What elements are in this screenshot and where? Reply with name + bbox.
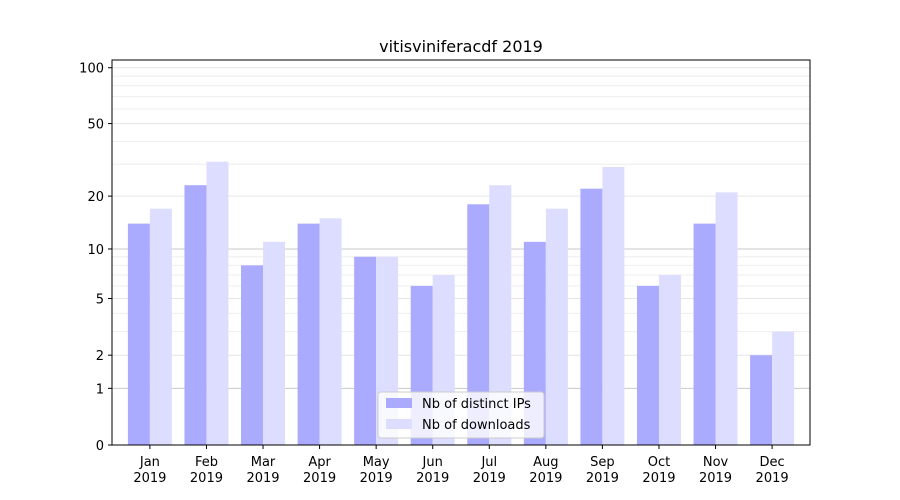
bar-distinct-ips-apr <box>297 223 320 445</box>
x-tick-label-year: 2019 <box>360 471 393 486</box>
bar-distinct-ips-jul <box>467 204 490 445</box>
bar-downloads-oct <box>658 275 681 445</box>
x-axis: Jan2019Feb2019Mar2019Apr2019May2019Jun20… <box>133 445 789 486</box>
x-tick-label-month: Aug <box>533 455 558 470</box>
chart-title: vitisviniferacdf 2019 <box>379 37 543 56</box>
y-tick-label: 0 <box>96 439 104 454</box>
x-tick-label-month: Jan <box>139 455 160 470</box>
legend-swatch <box>386 398 412 408</box>
y-tick-label: 2 <box>96 349 104 364</box>
x-tick-label-month: Jul <box>480 455 497 470</box>
bar-distinct-ips-oct <box>636 285 659 445</box>
bar-downloads-aug <box>545 208 568 445</box>
bar-downloads-jan <box>149 208 172 445</box>
y-tick-label: 10 <box>87 243 104 258</box>
x-tick-label-year: 2019 <box>529 471 562 486</box>
x-tick-label-year: 2019 <box>246 471 279 486</box>
bar-downloads-apr <box>319 218 342 445</box>
plot-frame <box>111 59 811 446</box>
legend-label: Nb of downloads <box>422 418 531 433</box>
bar-downloads-dec <box>772 331 795 445</box>
x-tick-label-year: 2019 <box>473 471 506 486</box>
y-tick-label: 5 <box>96 293 104 308</box>
x-tick-label-month: Feb <box>195 455 218 470</box>
x-tick-label-month: Dec <box>760 455 785 470</box>
x-tick-label-month: Nov <box>703 455 729 470</box>
bar-downloads-jul <box>489 185 512 445</box>
y-tick-label: 50 <box>87 118 104 133</box>
bar-distinct-ips-mar <box>241 265 264 445</box>
legend-swatch <box>386 419 412 429</box>
y-tick-label: 20 <box>87 190 104 205</box>
x-tick-label-year: 2019 <box>699 471 732 486</box>
bar-distinct-ips-jan <box>127 223 150 445</box>
x-tick-label-year: 2019 <box>190 471 223 486</box>
bar-downloads-mar <box>263 241 286 445</box>
legend-box <box>377 391 545 439</box>
bar-downloads-nov <box>715 192 738 445</box>
bar-downloads-feb <box>206 161 229 445</box>
x-tick-label-month: Apr <box>308 455 331 470</box>
x-tick-label-month: Oct <box>648 455 670 470</box>
x-tick-label-month: Jun <box>422 455 443 470</box>
x-tick-label-year: 2019 <box>586 471 619 486</box>
x-tick-label-month: May <box>363 455 390 470</box>
y-tick-label: 1 <box>96 382 104 397</box>
y-tick-label: 100 <box>79 62 104 77</box>
x-tick-label-year: 2019 <box>642 471 675 486</box>
bar-distinct-ips-feb <box>184 185 207 445</box>
x-tick-label-year: 2019 <box>416 471 449 486</box>
x-tick-label-year: 2019 <box>303 471 336 486</box>
bar-distinct-ips-dec <box>750 355 773 445</box>
legend-label: Nb of distinct IPs <box>422 397 531 412</box>
legend: Nb of distinct IPs Nb of downloads <box>377 391 545 439</box>
bar-downloads-sep <box>602 166 625 445</box>
bar-distinct-ips-nov <box>693 223 716 445</box>
bar-distinct-ips-may <box>354 256 377 445</box>
y-axis: 0 1 2 5 10 20 50 100 <box>79 62 112 454</box>
x-tick-label-month: Mar <box>251 455 276 470</box>
x-tick-label-month: Sep <box>590 455 615 470</box>
bar-distinct-ips-sep <box>580 188 603 445</box>
x-tick-label-year: 2019 <box>133 471 166 486</box>
x-tick-label-year: 2019 <box>756 471 789 486</box>
